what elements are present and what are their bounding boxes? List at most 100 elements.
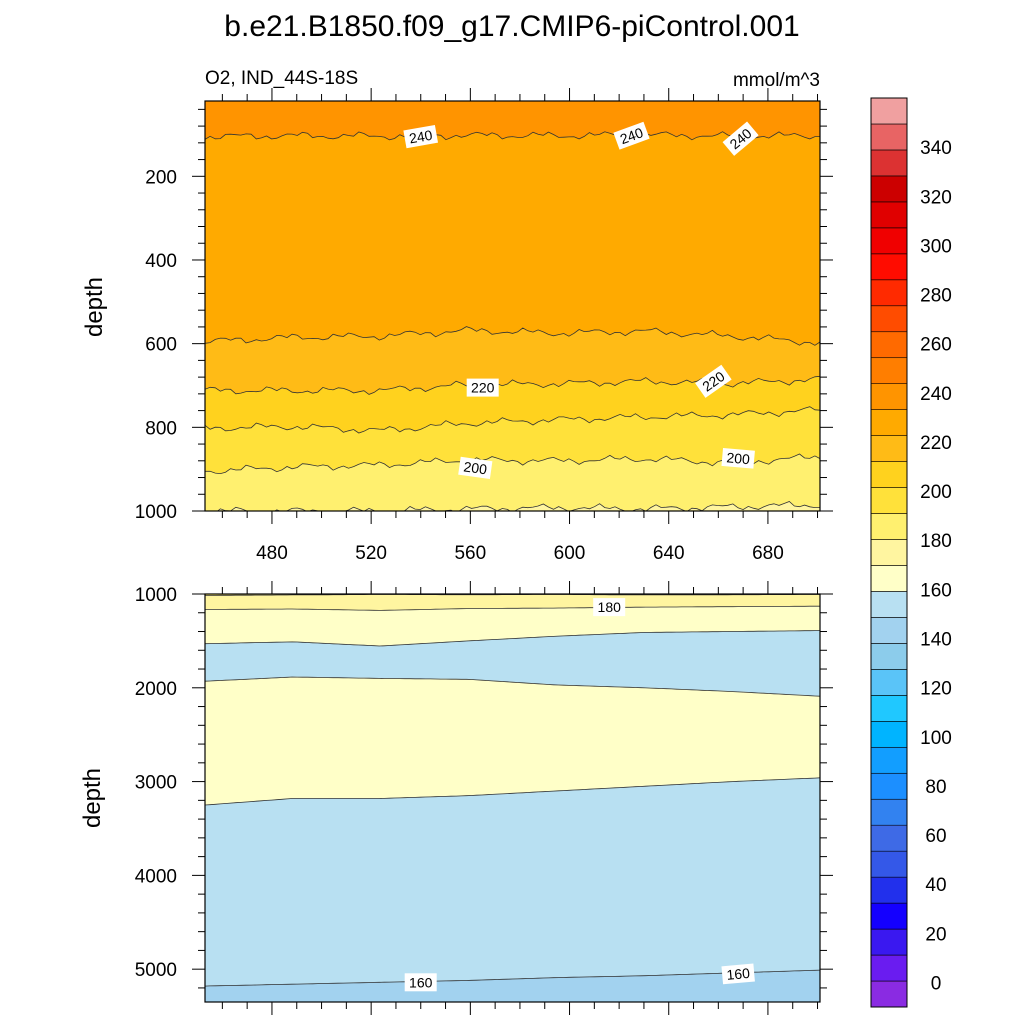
lower-contour-fill bbox=[205, 594, 820, 1002]
colorbar-box bbox=[870, 331, 908, 359]
contour-label: 180 bbox=[593, 598, 626, 617]
colorbar-box bbox=[870, 305, 908, 333]
colorbar-box bbox=[870, 487, 908, 514]
colorbar-box bbox=[870, 227, 908, 255]
colorbar-box bbox=[870, 798, 908, 826]
contour-line bbox=[217, 501, 820, 511]
lower-contour-labels: 180 160 160 bbox=[404, 598, 755, 992]
y-tick-label: 4000 bbox=[135, 866, 177, 887]
colorbar-box bbox=[870, 409, 908, 436]
colorbar-label: 80 bbox=[925, 777, 946, 798]
chart-subtitle-left: O2, IND_44S-18S bbox=[205, 68, 358, 89]
colorbar-label: 280 bbox=[920, 286, 952, 307]
plot-frame bbox=[204, 100, 821, 512]
colorbar-label: 180 bbox=[920, 531, 952, 552]
contour-line bbox=[205, 453, 820, 475]
contour-label-text: 160 bbox=[726, 965, 751, 983]
colorbar-label: 320 bbox=[920, 187, 952, 208]
plot-frame bbox=[204, 593, 821, 1003]
x-tick-label: 600 bbox=[554, 543, 586, 564]
colorbar-box bbox=[870, 539, 908, 566]
colorbar: 0 20 40 60 80 100 120 140 160 180 200 220 240 260 280 3… bbox=[870, 97, 952, 1008]
colorbar-box bbox=[870, 175, 908, 203]
colorbar-box bbox=[870, 383, 908, 410]
colorbar-label: 120 bbox=[920, 679, 952, 700]
colorbar-box bbox=[870, 123, 908, 151]
y-tick-label: 200 bbox=[145, 167, 177, 188]
colorbar-frame bbox=[870, 97, 908, 1008]
colorbar-box bbox=[870, 565, 908, 592]
x-tick-label: 680 bbox=[752, 543, 784, 564]
colorbar-box bbox=[870, 876, 908, 904]
contour-label-text: 180 bbox=[598, 599, 622, 615]
colorbar-box bbox=[870, 695, 908, 722]
y-tick-label: 400 bbox=[145, 251, 177, 272]
colorbar-box bbox=[870, 591, 908, 618]
colorbar-label: 0 bbox=[931, 973, 942, 994]
contour-line bbox=[205, 326, 820, 346]
contour-label: 220 bbox=[466, 378, 499, 397]
contour-label-text: 220 bbox=[471, 380, 495, 396]
contour-band bbox=[205, 131, 820, 346]
contour-label: 240 bbox=[613, 121, 650, 150]
colorbar-label: 160 bbox=[920, 580, 952, 601]
contour-line bbox=[205, 630, 820, 647]
colorbar-label: 200 bbox=[920, 482, 952, 503]
contour-label-text: 240 bbox=[618, 124, 646, 147]
contour-label-text: 200 bbox=[463, 458, 489, 477]
contour-label: 240 bbox=[403, 124, 439, 149]
y-tick-label: 3000 bbox=[135, 773, 177, 794]
upper-axes: 480 520 560 600 640 680 200 400 600 800 1000 bbox=[135, 88, 833, 564]
colorbar-box bbox=[870, 643, 908, 670]
colorbar-box bbox=[870, 357, 908, 384]
colorbar-box bbox=[870, 850, 908, 878]
colorbar-box bbox=[870, 772, 908, 800]
contour-label-text: 200 bbox=[726, 449, 751, 467]
colorbar-label: 40 bbox=[925, 875, 946, 896]
contour-label-text: 240 bbox=[408, 127, 434, 147]
colorbar-box bbox=[870, 824, 908, 852]
y-tick-label: 1000 bbox=[135, 502, 177, 523]
y-tick-label: 800 bbox=[145, 418, 177, 439]
colorbar-box bbox=[870, 928, 908, 956]
colorbar-box bbox=[870, 980, 908, 1008]
colorbar-box bbox=[870, 279, 908, 307]
colorbar-box bbox=[870, 435, 908, 462]
colorbar-box bbox=[870, 513, 908, 540]
contour-line bbox=[205, 605, 820, 611]
y-tick-label: 2000 bbox=[135, 679, 177, 700]
colorbar-label: 100 bbox=[920, 728, 952, 749]
upper-contour-lines bbox=[205, 131, 820, 511]
colorbar-box bbox=[870, 902, 908, 930]
lower-y-axis-label: depth bbox=[79, 768, 106, 828]
x-tick-label: 520 bbox=[355, 543, 387, 564]
colorbar-label: 340 bbox=[920, 138, 952, 159]
contour-label: 160 bbox=[404, 973, 437, 992]
colorbar-box bbox=[870, 954, 908, 982]
chart-units: mmol/m^3 bbox=[733, 70, 820, 91]
contour-label: 200 bbox=[721, 447, 755, 469]
colorbar-label: 20 bbox=[925, 924, 946, 945]
x-tick-label: 640 bbox=[653, 543, 685, 564]
x-tick-label: 480 bbox=[256, 543, 288, 564]
contour-line bbox=[205, 406, 820, 434]
colorbar-label: 220 bbox=[920, 433, 952, 454]
y-tick-label: 600 bbox=[145, 335, 177, 356]
contour-label: 200 bbox=[458, 456, 493, 480]
upper-contour-fill bbox=[205, 101, 820, 511]
x-tick-label: 560 bbox=[454, 543, 486, 564]
colorbar-box bbox=[870, 253, 908, 281]
contour-label: 160 bbox=[721, 963, 755, 985]
contour-band bbox=[205, 101, 820, 141]
colorbar-box bbox=[870, 669, 908, 696]
colorbar-label: 140 bbox=[920, 629, 952, 650]
colorbar-label: 260 bbox=[920, 335, 952, 356]
colorbar-box bbox=[870, 617, 908, 644]
y-tick-label: 5000 bbox=[135, 960, 177, 981]
lower-panel: 180 160 160 1000 2000 3000 4000 5000 depth bbox=[79, 581, 833, 1015]
contour-line bbox=[205, 131, 820, 141]
colorbar-box bbox=[870, 721, 908, 748]
